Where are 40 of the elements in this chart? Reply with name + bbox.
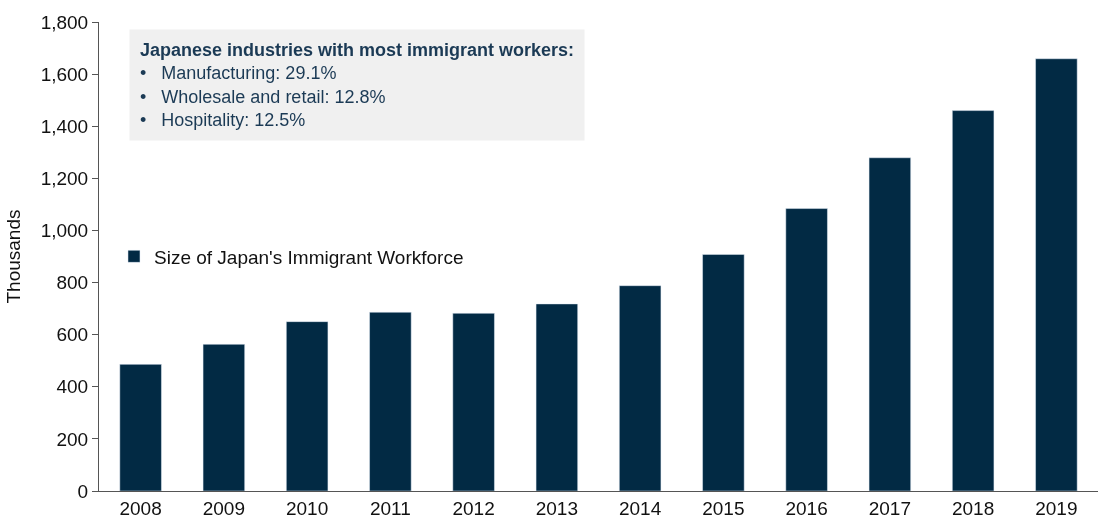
bar: [785, 208, 828, 491]
x-tick-label: 2017: [868, 497, 912, 519]
bar: [369, 312, 412, 491]
x-tick-label: 2008: [119, 497, 162, 519]
y-tick-label: 200: [56, 428, 89, 450]
x-tick-label: 2014: [618, 497, 662, 519]
bar: [1035, 58, 1078, 491]
bar: [286, 321, 329, 491]
x-tick-label: 2015: [702, 497, 745, 519]
bar: [452, 313, 495, 491]
y-tick-label: 1,800: [40, 11, 89, 33]
y-tick-label: 1,600: [40, 63, 89, 85]
x-tick-label: 2018: [951, 497, 995, 519]
y-tick-label: 400: [56, 376, 89, 398]
x-tick-label: 2011: [369, 497, 411, 519]
y-tick-label: 1,000: [40, 220, 89, 242]
y-tick-label: 0: [77, 480, 89, 502]
annotation: • Hospitality: 12.5%: [140, 110, 306, 131]
x-tick-label: 2013: [535, 497, 579, 519]
bar: [202, 344, 245, 491]
x-tick-label: 2012: [452, 497, 495, 519]
y-tick-label: 600: [56, 324, 89, 346]
bar: [619, 285, 662, 491]
x-tick-label: 2019: [1035, 497, 1078, 519]
x-tick-label: 2016: [785, 497, 828, 519]
annotation: Japanese industries with most immigrant workers:: [140, 40, 575, 60]
bar: [702, 254, 745, 491]
y-tick-label: 800: [56, 272, 89, 294]
bar: [119, 364, 162, 491]
legend-label: Size of Japan's Immigrant Workforce: [153, 246, 464, 268]
bar: [952, 110, 995, 491]
y-axis-title: Thousands: [2, 209, 24, 304]
x-tick-label: 2009: [202, 497, 246, 519]
y-tick-label: 1,200: [40, 167, 89, 189]
annotation: • Wholesale and retail: 12.8%: [140, 86, 386, 107]
bar: [535, 303, 578, 491]
annotation: • Manufacturing: 29.1%: [140, 63, 337, 84]
x-tick-label: 2010: [285, 497, 329, 519]
bar: [868, 157, 911, 491]
y-tick-label: 1,400: [40, 115, 89, 137]
